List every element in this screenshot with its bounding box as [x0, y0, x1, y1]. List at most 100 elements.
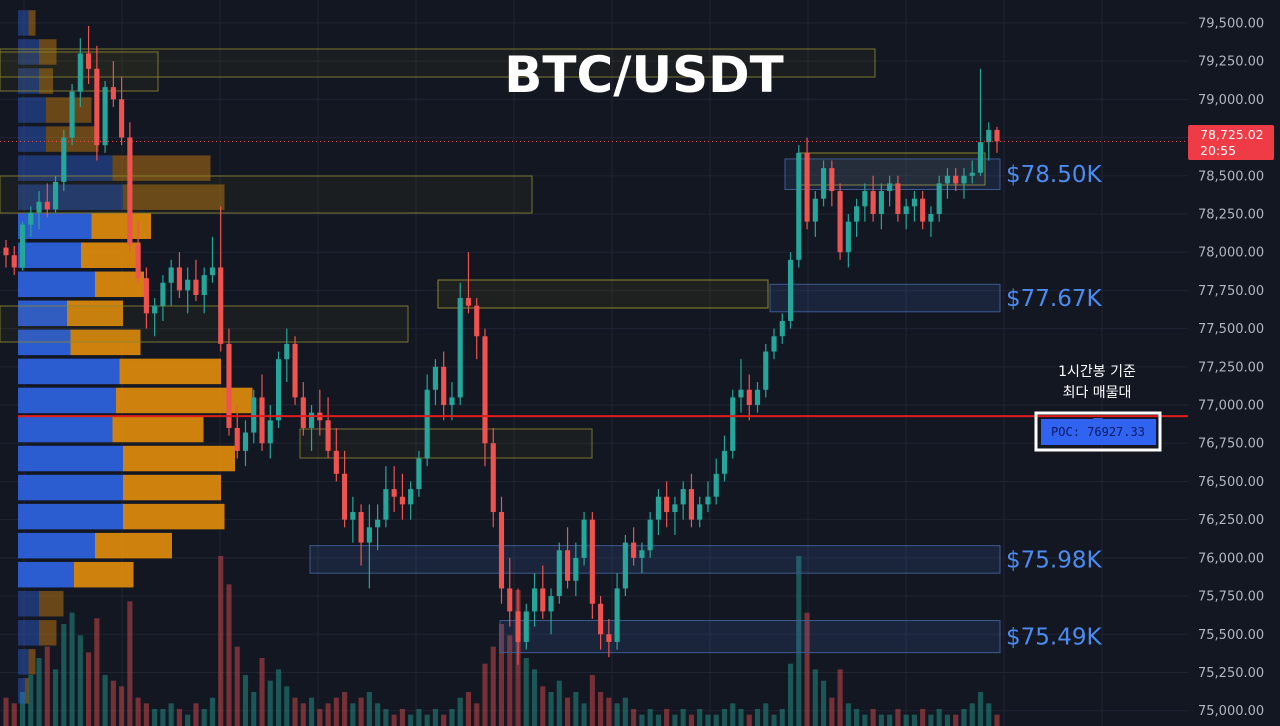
volume-bar — [969, 703, 975, 726]
profile-buy-bar — [18, 590, 39, 617]
volume-bar — [152, 709, 158, 726]
volume-bar — [721, 709, 728, 726]
volume-bar — [449, 709, 455, 726]
volume-bar — [903, 714, 909, 726]
candle-body — [581, 519, 587, 558]
candle-body — [936, 183, 942, 214]
y-tick-label: 76,250.00 — [1198, 513, 1264, 528]
candle-body — [168, 267, 174, 283]
candle-body — [746, 389, 752, 406]
volume-bar — [69, 612, 75, 726]
candle-body — [845, 221, 851, 253]
candle-body — [193, 279, 199, 295]
candle-body — [507, 588, 513, 612]
volume-bar — [127, 601, 133, 726]
candle-body — [201, 275, 207, 295]
volume-bar — [28, 675, 34, 726]
volume-bar — [548, 692, 554, 726]
candle-body — [573, 557, 579, 581]
profile-sell-bar — [25, 678, 29, 704]
candle-body — [383, 489, 389, 520]
candle-body — [771, 336, 777, 352]
key-level-zone — [499, 620, 1001, 654]
candle-body — [127, 137, 133, 245]
candle-body — [465, 298, 472, 306]
profile-buy-bar — [18, 387, 116, 414]
volume-bar — [383, 709, 389, 726]
volume-bar — [936, 709, 942, 726]
volume-bar — [754, 709, 761, 726]
volume-bar — [812, 669, 818, 726]
candle-body — [862, 191, 868, 207]
candle-body — [251, 397, 257, 433]
volume-bar — [920, 709, 926, 726]
candle-body — [531, 588, 538, 612]
profile-buy-bar — [18, 561, 74, 588]
candle-body — [754, 389, 761, 406]
volume-bar — [738, 709, 744, 726]
candle-body — [44, 201, 50, 210]
profile-sell-bar — [116, 387, 253, 414]
volume-bar — [234, 646, 240, 726]
key-level-zone — [309, 545, 1001, 574]
volume-bar — [887, 714, 893, 726]
y-tick-label: 78,000.00 — [1198, 246, 1264, 261]
price-axis[interactable]: 79,500.0079,250.0079,000.0078,750.0078,5… — [1198, 16, 1264, 719]
candle-body — [424, 389, 430, 459]
candle-body — [548, 596, 554, 612]
volume-bar — [160, 709, 166, 726]
candle-body — [730, 397, 736, 451]
candle-body — [102, 87, 108, 146]
volume-bar — [94, 618, 100, 726]
candle-body — [333, 450, 339, 474]
profile-buy-bar — [18, 242, 81, 268]
volume-bar — [631, 709, 637, 726]
volume-bar — [19, 692, 26, 726]
y-tick-label: 77,250.00 — [1198, 360, 1264, 375]
volume-bar — [135, 697, 141, 726]
volume-bar — [284, 686, 290, 726]
profile-sell-bar — [112, 416, 204, 443]
volume-bar — [176, 709, 182, 726]
volume-bar — [655, 714, 661, 726]
volume-bar — [432, 709, 438, 726]
candle-body — [688, 489, 695, 520]
volume-bar — [837, 669, 843, 726]
volume-bar — [342, 692, 348, 726]
candle-body — [28, 212, 34, 225]
volume-bar — [350, 703, 356, 726]
volume-bar — [531, 669, 538, 726]
key-level-zone — [769, 283, 1001, 313]
volume-bar — [697, 709, 703, 726]
candle-body — [119, 99, 125, 138]
range-box — [437, 279, 769, 309]
profile-buy-bar — [18, 358, 120, 385]
poc-label-box — [1041, 419, 1156, 445]
poc-note-line1: 1시간봉 기준 — [1058, 364, 1136, 380]
volume-bar — [763, 703, 769, 726]
profile-sell-bar — [74, 561, 134, 588]
volume-bar — [465, 692, 472, 726]
candle-body — [267, 420, 273, 444]
volume-bar — [201, 709, 207, 726]
candle-body — [292, 343, 298, 398]
profile-sell-bar — [39, 620, 57, 646]
profile-sell-bar — [28, 10, 36, 36]
profile-sell-bar — [67, 300, 123, 327]
candle-body — [837, 191, 843, 253]
volume-bar — [977, 692, 984, 726]
volume-bar — [878, 714, 884, 726]
volume-bar — [482, 663, 488, 726]
volume-bar — [441, 714, 447, 726]
candle-body — [903, 206, 909, 214]
range-box — [0, 48, 876, 78]
profile-sell-bar — [123, 445, 235, 472]
volume-bar — [52, 669, 59, 726]
volume-bar — [614, 703, 620, 726]
candle-body — [399, 496, 405, 505]
volume-bar — [408, 714, 414, 726]
y-tick-label: 76,000.00 — [1198, 551, 1264, 566]
profile-buy-bar — [18, 503, 123, 530]
volume-bar — [292, 697, 298, 726]
